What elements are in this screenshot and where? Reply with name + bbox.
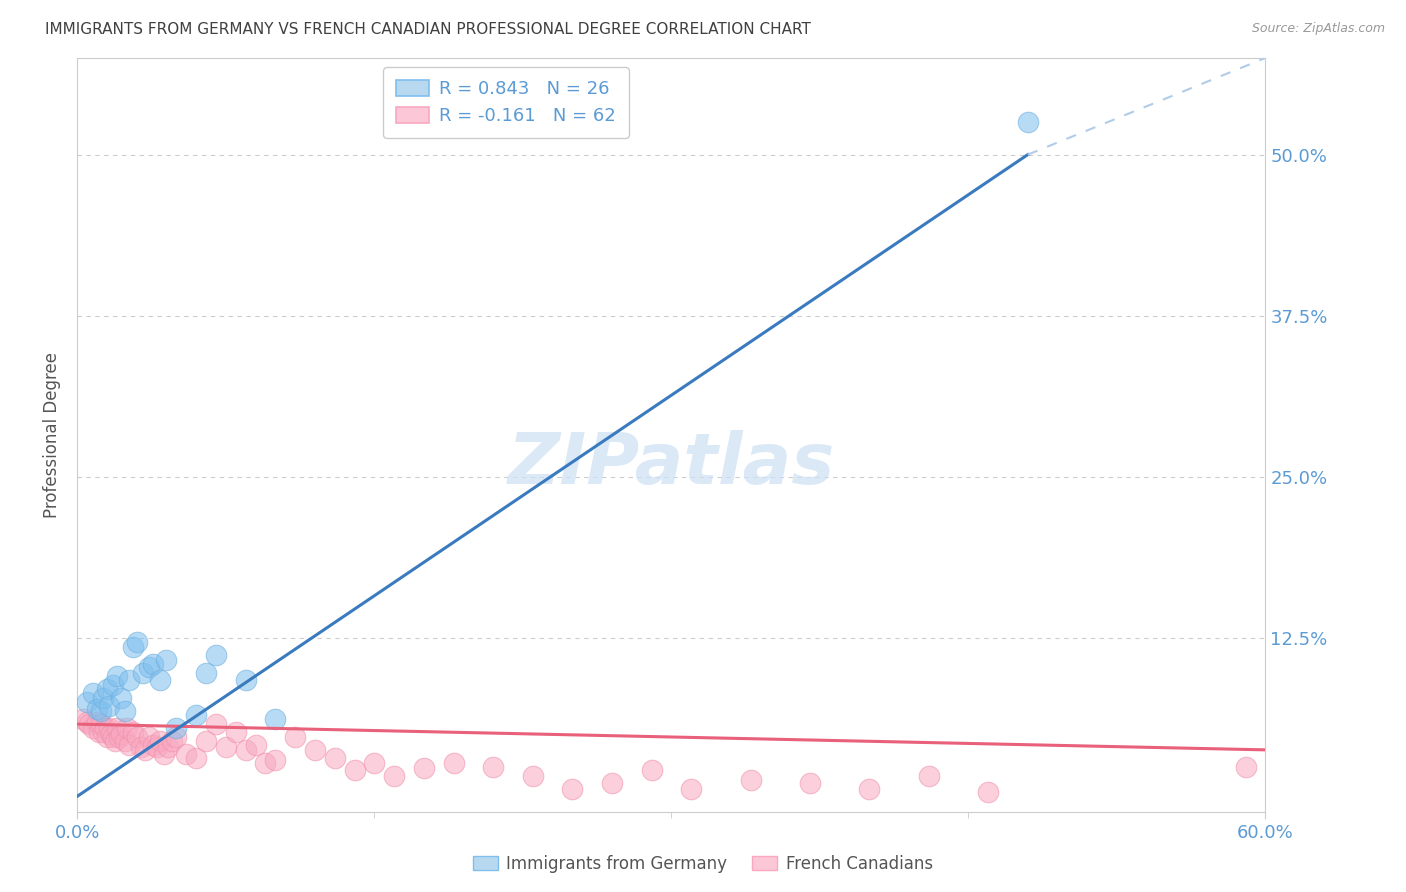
Point bbox=[134, 743, 156, 757]
Point bbox=[138, 660, 160, 674]
Point bbox=[382, 769, 405, 783]
Point bbox=[149, 673, 172, 688]
Point bbox=[205, 648, 228, 662]
Point bbox=[215, 740, 238, 755]
Point bbox=[125, 634, 148, 648]
Point bbox=[235, 743, 257, 757]
Point bbox=[145, 740, 167, 755]
Point bbox=[86, 714, 108, 729]
Point bbox=[98, 721, 121, 735]
Point bbox=[157, 740, 180, 755]
Point bbox=[740, 772, 762, 787]
Point bbox=[82, 721, 104, 735]
Point bbox=[681, 781, 703, 796]
Point bbox=[98, 699, 121, 714]
Point bbox=[101, 730, 124, 744]
Point bbox=[77, 717, 100, 731]
Point bbox=[118, 738, 141, 752]
Point bbox=[110, 727, 132, 741]
Point bbox=[118, 673, 141, 688]
Point bbox=[114, 704, 136, 718]
Point bbox=[155, 653, 177, 667]
Y-axis label: Professional Degree: Professional Degree bbox=[42, 351, 60, 518]
Point bbox=[108, 730, 131, 744]
Legend: Immigrants from Germany, French Canadians: Immigrants from Germany, French Canadian… bbox=[467, 848, 939, 880]
Point bbox=[205, 717, 228, 731]
Point bbox=[343, 764, 366, 778]
Point bbox=[323, 750, 346, 764]
Point bbox=[105, 669, 128, 683]
Point bbox=[125, 730, 148, 744]
Point bbox=[110, 691, 132, 706]
Point bbox=[195, 665, 218, 680]
Point bbox=[129, 740, 152, 755]
Point bbox=[94, 721, 117, 735]
Point bbox=[90, 717, 112, 731]
Point bbox=[918, 769, 941, 783]
Point bbox=[225, 724, 247, 739]
Point bbox=[284, 730, 307, 744]
Point bbox=[72, 712, 94, 726]
Point bbox=[91, 724, 114, 739]
Point bbox=[304, 743, 326, 757]
Point bbox=[174, 747, 197, 761]
Point bbox=[799, 776, 821, 790]
Point bbox=[522, 769, 544, 783]
Point bbox=[254, 756, 277, 770]
Point bbox=[90, 704, 112, 718]
Point bbox=[76, 695, 98, 709]
Point bbox=[412, 761, 434, 775]
Point bbox=[82, 686, 104, 700]
Point bbox=[138, 730, 160, 744]
Point bbox=[264, 753, 287, 767]
Point bbox=[1017, 115, 1039, 129]
Point bbox=[115, 721, 138, 735]
Point bbox=[96, 682, 118, 697]
Point bbox=[86, 701, 108, 715]
Point bbox=[858, 781, 880, 796]
Point bbox=[640, 764, 662, 778]
Point bbox=[142, 738, 165, 752]
Point bbox=[264, 712, 287, 726]
Text: Source: ZipAtlas.com: Source: ZipAtlas.com bbox=[1251, 22, 1385, 36]
Point bbox=[114, 734, 136, 748]
Point bbox=[149, 734, 172, 748]
Point bbox=[165, 721, 187, 735]
Point bbox=[101, 678, 124, 692]
Point bbox=[195, 734, 218, 748]
Point bbox=[91, 691, 114, 706]
Point bbox=[104, 734, 127, 748]
Point bbox=[121, 640, 143, 654]
Point bbox=[443, 756, 465, 770]
Text: ZIPatlas: ZIPatlas bbox=[508, 431, 835, 500]
Legend: R = 0.843   N = 26, R = -0.161   N = 62: R = 0.843 N = 26, R = -0.161 N = 62 bbox=[384, 67, 628, 138]
Point bbox=[162, 734, 184, 748]
Point bbox=[96, 730, 118, 744]
Point bbox=[142, 657, 165, 671]
Point bbox=[100, 727, 122, 741]
Point bbox=[245, 738, 267, 752]
Point bbox=[1234, 759, 1257, 773]
Point bbox=[977, 785, 1000, 799]
Point bbox=[363, 756, 385, 770]
Point bbox=[482, 759, 505, 773]
Text: IMMIGRANTS FROM GERMANY VS FRENCH CANADIAN PROFESSIONAL DEGREE CORRELATION CHART: IMMIGRANTS FROM GERMANY VS FRENCH CANADI… bbox=[45, 22, 811, 37]
Point bbox=[87, 724, 110, 739]
Point bbox=[186, 750, 208, 764]
Point bbox=[186, 708, 208, 723]
Point bbox=[600, 776, 623, 790]
Point bbox=[153, 747, 176, 761]
Point bbox=[105, 721, 128, 735]
Point bbox=[131, 665, 153, 680]
Point bbox=[561, 781, 583, 796]
Point bbox=[121, 724, 143, 739]
Point bbox=[165, 730, 187, 744]
Point bbox=[235, 673, 257, 688]
Point bbox=[76, 714, 98, 729]
